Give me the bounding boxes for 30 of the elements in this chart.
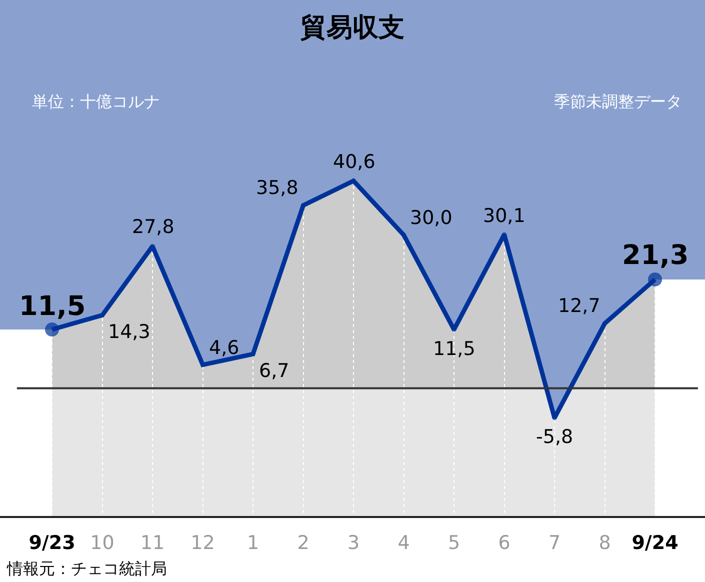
x-tick-label: 9/24 bbox=[632, 532, 678, 554]
text: 貿易収支 bbox=[300, 13, 404, 44]
x-tick-label: 4 bbox=[398, 532, 410, 554]
x-tick-label: 6 bbox=[498, 532, 510, 554]
data-label: 30,1 bbox=[483, 205, 526, 227]
annotation: 単位：十億コルナ bbox=[32, 92, 160, 111]
data-label: -5,8 bbox=[536, 426, 574, 448]
x-tick-label: 11 bbox=[140, 532, 165, 554]
data-label: 6,7 bbox=[259, 360, 290, 382]
data-label: 11,5 bbox=[19, 291, 86, 322]
data-label: 11,5 bbox=[433, 338, 476, 360]
x-tick-label: 9/23 bbox=[28, 532, 76, 554]
data-label: 21,3 bbox=[622, 240, 689, 271]
data-label: 27,8 bbox=[132, 216, 174, 238]
x-tick-label: 12 bbox=[190, 532, 215, 554]
x-tick-label: 3 bbox=[347, 532, 360, 554]
data-label: 30,0 bbox=[410, 207, 452, 229]
data-label: 40,6 bbox=[333, 151, 376, 173]
data-label: 12,7 bbox=[558, 295, 600, 317]
annotation: 季節未調整データ bbox=[554, 92, 682, 111]
data-label: 14,3 bbox=[108, 321, 150, 343]
x-tick-label: 2 bbox=[297, 532, 310, 554]
x-tick-label: 1 bbox=[246, 532, 260, 554]
x-tick-label: 10 bbox=[90, 532, 114, 554]
x-tick-label: 5 bbox=[448, 532, 460, 554]
text: 情報元：チェコ統計局 bbox=[6, 559, 167, 578]
data-label: 35,8 bbox=[256, 177, 298, 199]
x-tick-label: 7 bbox=[548, 532, 561, 554]
data-label: 4,6 bbox=[209, 337, 240, 359]
x-tick-label: 8 bbox=[598, 532, 611, 554]
